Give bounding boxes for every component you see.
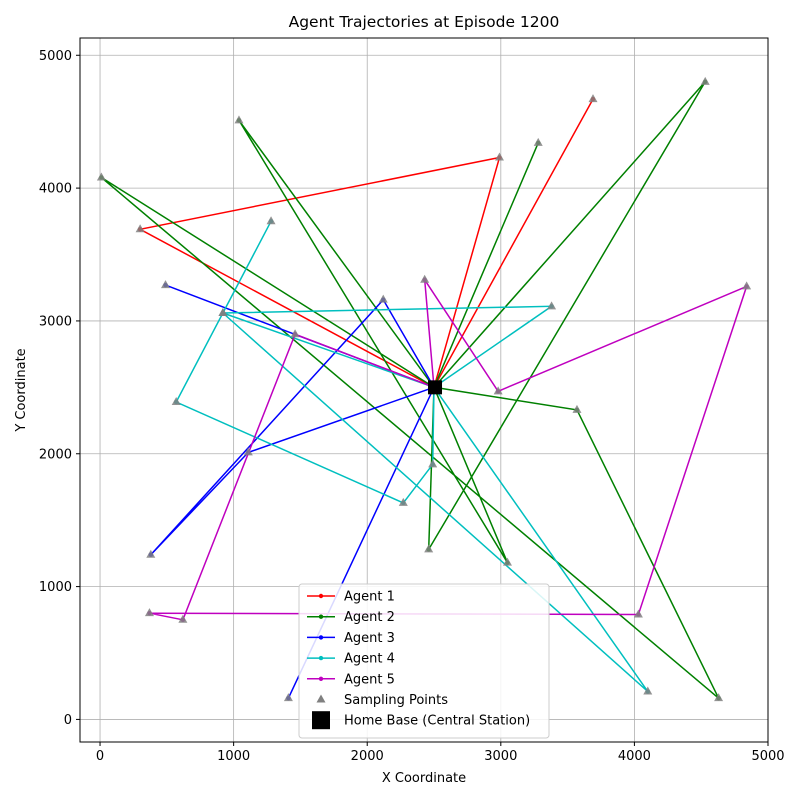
sampling-point-marker (243, 447, 253, 456)
series-line (137, 98, 594, 389)
legend-entry: Sampling Points (316, 693, 448, 708)
home-base-marker (428, 380, 443, 395)
y-tick-label: 4000 (39, 182, 72, 197)
sampling-point-marker (160, 280, 170, 289)
sampling-points (96, 76, 752, 702)
y-tick-label: 1000 (39, 580, 72, 595)
x-tick-label: 0 (96, 749, 104, 764)
sampling-point-marker (266, 216, 276, 225)
sampling-point-marker (494, 152, 504, 161)
x-tick-label: 2000 (351, 749, 384, 764)
legend-box (298, 583, 550, 739)
plot-area-border (79, 37, 769, 743)
axes-frame (79, 37, 769, 743)
y-tick-label: 2000 (39, 447, 72, 462)
y-tick-label: 5000 (39, 49, 72, 64)
legend-label: Agent 4 (344, 652, 395, 667)
x-tick-label: 5000 (751, 749, 784, 764)
x-tick-label: 3000 (484, 749, 517, 764)
sampling-point-marker (493, 386, 503, 395)
sampling-point-marker (633, 609, 643, 618)
axis-ticks: 0 1000 2000 3000 4000 5000 0 1000 2000 3000 4000 50… (39, 49, 785, 764)
sampling-point-marker (135, 224, 145, 233)
grid-lines (80, 38, 769, 742)
sampling-point-marker (424, 544, 434, 553)
sampling-point-marker (420, 274, 430, 283)
sampling-point-marker (290, 329, 300, 338)
sampling-point-marker (588, 94, 598, 103)
legend-entry: Agent 4 (307, 652, 395, 667)
sampling-point-marker (547, 301, 557, 310)
legend-label: Agent 2 (344, 610, 395, 625)
sampling-point-marker (283, 693, 293, 702)
chart-title: Agent Trajectories at Episode 1200 (289, 13, 560, 31)
legend-marker (318, 635, 324, 640)
sampling-point-marker (171, 396, 181, 405)
legend-entry: Agent 2 (307, 610, 395, 625)
sampling-point-marker (502, 557, 512, 566)
legend-marker (318, 676, 324, 681)
legend-marker (318, 655, 324, 661)
sampling-point-marker (398, 497, 408, 506)
legend-entry: Agent 5 (307, 672, 395, 687)
y-tick-label: 0 (64, 713, 72, 728)
x-axis-label: X Coordinate (382, 771, 466, 786)
legend-marker (318, 593, 324, 599)
legend-label: Home Base (Central Station) (344, 714, 530, 729)
x-tick-label: 1000 (217, 749, 250, 764)
sampling-point-marker (714, 693, 724, 702)
x-tick-label: 4000 (618, 749, 651, 764)
legend-label: Sampling Points (344, 693, 448, 708)
legend-entry: Agent 3 (307, 631, 395, 646)
sampling-point-marker (96, 172, 106, 181)
sampling-point-marker (178, 614, 188, 623)
legend-entry: Agent 1 (307, 590, 395, 605)
sampling-point-marker (643, 686, 653, 695)
sampling-point-marker (428, 459, 438, 468)
series-layer (96, 76, 752, 702)
sampling-point-marker (144, 608, 154, 617)
legend-marker (318, 614, 324, 619)
sampling-point-marker (742, 281, 752, 290)
sampling-point-marker (700, 76, 710, 85)
sampling-point-marker (146, 549, 156, 558)
legend-marker (316, 694, 326, 703)
y-tick-label: 3000 (39, 314, 72, 329)
legend-label: Agent 1 (344, 590, 395, 605)
sampling-point-marker (218, 307, 228, 316)
sampling-point-marker (378, 294, 388, 303)
legend: Agent 1 Agent 2 Agent 3 Agent 4 Agent 5 Sampl… (298, 583, 550, 739)
y-axis-label: Y Coordinate (14, 348, 29, 432)
legend-marker (312, 711, 330, 730)
sampling-point-marker (234, 115, 244, 124)
sampling-point-marker (572, 404, 582, 413)
legend-label: Agent 3 (344, 631, 395, 646)
legend-label: Agent 5 (344, 672, 395, 687)
legend-entry: Home Base (Central Station) (312, 711, 530, 730)
sampling-point-marker (533, 137, 543, 146)
